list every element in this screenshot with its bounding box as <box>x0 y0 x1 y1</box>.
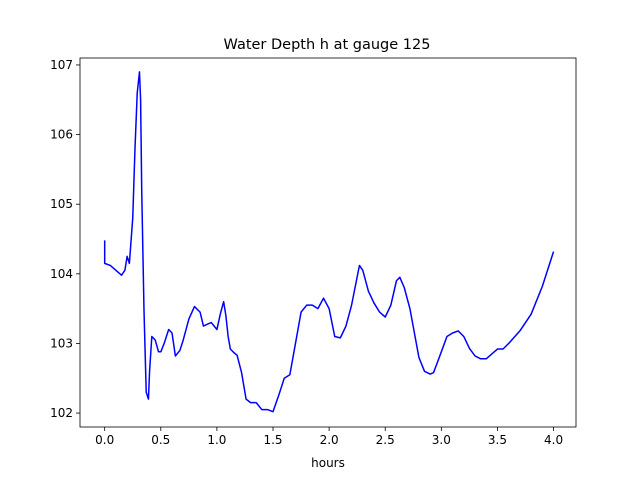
axes-frame <box>79 57 577 428</box>
x-axis-label: hours <box>311 456 345 470</box>
chart-title: Water Depth h at gauge 125 <box>224 37 431 53</box>
x-tick-label: 4.0 <box>544 433 563 447</box>
x-tick-label: 2.5 <box>376 433 395 447</box>
x-tick-label: 0.5 <box>151 433 170 447</box>
x-tick-label: 0.0 <box>95 433 114 447</box>
x-tick-label: 1.5 <box>263 433 282 447</box>
y-tick-label: 107 <box>50 58 73 72</box>
series-line <box>103 71 555 413</box>
y-tick-label: 102 <box>50 406 73 420</box>
y-tick-label: 106 <box>50 128 73 142</box>
x-axis: 0.0 0.5 1.0 1.5 2.0 2.5 3.0 3.5 4.0 <box>95 427 563 447</box>
y-tick-label: 104 <box>50 267 73 281</box>
x-tick-label: 2.0 <box>320 433 339 447</box>
x-tick-label: 1.0 <box>207 433 226 447</box>
y-axis: 102 103 104 105 106 107 <box>50 58 80 420</box>
plot-area <box>103 71 555 413</box>
x-tick-label: 3.0 <box>432 433 451 447</box>
y-tick-label: 103 <box>50 336 73 350</box>
x-tick-label: 3.5 <box>488 433 507 447</box>
y-tick-label: 105 <box>50 197 73 211</box>
